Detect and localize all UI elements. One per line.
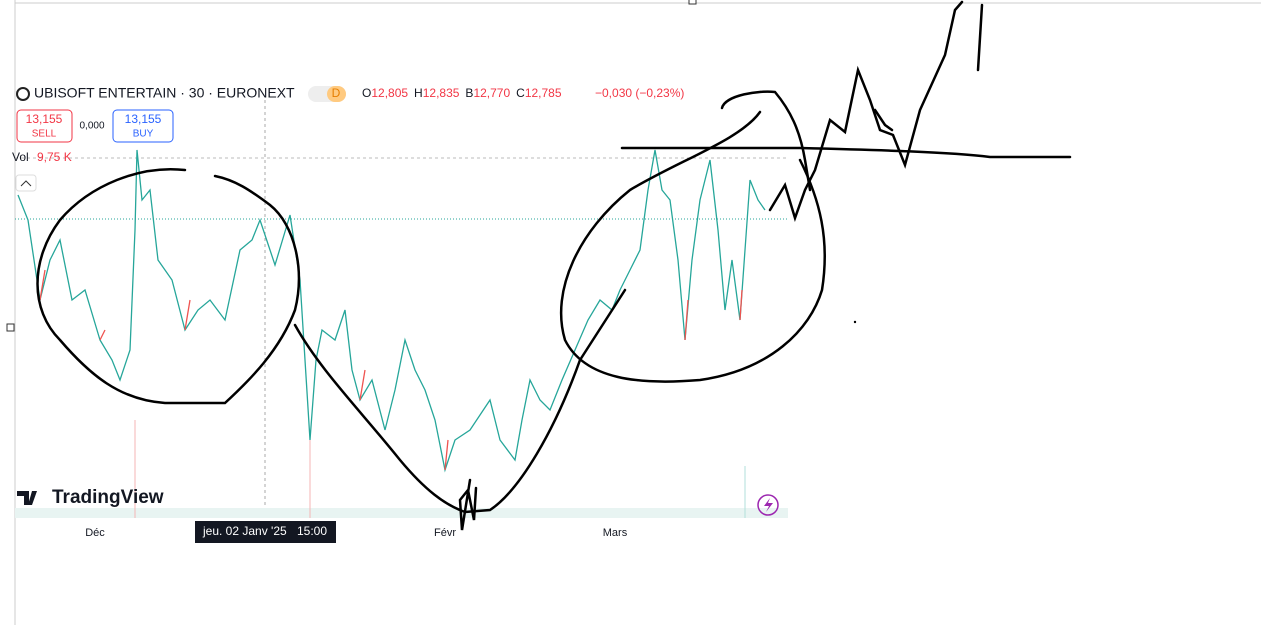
- handle: [688, 0, 697, 5]
- volume-label: Vol: [12, 150, 29, 164]
- x-axis-label: Févr: [434, 527, 456, 539]
- sell-button[interactable]: [16, 109, 73, 143]
- change: −0,030 (−0,23%): [595, 86, 684, 100]
- ohlc-value: 12,805: [371, 86, 408, 100]
- volume-area: [15, 508, 788, 518]
- ohlc-value: 12,785: [525, 86, 562, 100]
- crosshair-time: 15:00: [297, 524, 327, 538]
- tv-logo-icon: [17, 491, 37, 505]
- ohlc-label: H: [414, 86, 423, 100]
- handle: [6, 323, 15, 332]
- ohlc-label: O: [362, 86, 371, 100]
- x-axis: Déc Févr Mars: [85, 527, 627, 539]
- dot: [853, 320, 857, 324]
- hand-drawing: [36, 0, 1072, 531]
- sell-price: 13,155: [26, 112, 63, 126]
- spread: 0,000: [79, 121, 104, 132]
- ohlc-label: B: [465, 86, 473, 100]
- crosshair-date: jeu. 02 Janv '25: [202, 524, 287, 538]
- x-axis-label: Déc: [85, 527, 105, 539]
- price-series-down: [39, 269, 743, 471]
- crosshair-label-bg: [195, 521, 336, 543]
- buy-price: 13,155: [125, 112, 162, 126]
- symbol: UBISOFT ENTERTAIN · 30 · EURONEXT: [34, 85, 295, 101]
- badge-d-bg: [327, 86, 346, 102]
- sell-label: SELL: [32, 129, 57, 140]
- badge: D: [332, 86, 341, 100]
- lightning-icon: [764, 498, 773, 512]
- logo: TradingView: [52, 487, 164, 508]
- x-axis-label: Mars: [603, 527, 628, 539]
- price-series: [17, 149, 766, 473]
- ohlc-label: C: [516, 86, 525, 100]
- collapse-button[interactable]: [15, 174, 37, 192]
- symbol-logo: [16, 87, 30, 101]
- ohlc-value: 12,770: [473, 86, 510, 100]
- volume-value: 9,75 K: [37, 150, 72, 164]
- collapse-icon: [20, 180, 32, 187]
- buy-button[interactable]: [112, 109, 174, 143]
- buy-label: BUY: [133, 129, 154, 140]
- ohlc: O 12,805 H 12,835 B 12,770 C 12,785: [362, 86, 562, 100]
- ohlc-value: 12,835: [423, 86, 460, 100]
- lightning-button[interactable]: [757, 494, 779, 516]
